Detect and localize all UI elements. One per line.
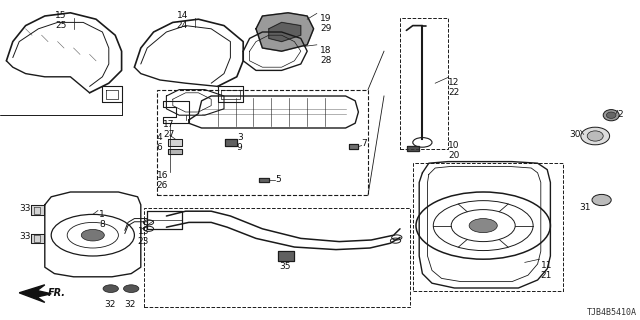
Text: 19
29: 19 29: [320, 14, 332, 34]
Polygon shape: [278, 251, 294, 261]
Text: 7: 7: [362, 140, 367, 148]
Ellipse shape: [603, 109, 619, 121]
Circle shape: [81, 229, 104, 241]
Text: 1
8: 1 8: [99, 210, 105, 229]
Circle shape: [103, 285, 118, 292]
Text: 3
9: 3 9: [237, 133, 243, 152]
Polygon shape: [168, 149, 182, 154]
Text: 32: 32: [104, 300, 116, 309]
Text: 33: 33: [19, 232, 31, 241]
Text: 17
27: 17 27: [163, 120, 175, 139]
Text: 14
24: 14 24: [177, 11, 188, 30]
Polygon shape: [19, 285, 51, 302]
Polygon shape: [168, 139, 182, 146]
Text: 5: 5: [275, 175, 281, 184]
Text: 11
21: 11 21: [541, 261, 552, 280]
Text: 13
23: 13 23: [138, 227, 149, 246]
Text: 32: 32: [124, 300, 136, 309]
Polygon shape: [269, 22, 301, 42]
Text: 18
28: 18 28: [320, 46, 332, 66]
Polygon shape: [31, 234, 44, 243]
Text: 33: 33: [19, 204, 31, 213]
Ellipse shape: [592, 194, 611, 205]
Polygon shape: [256, 13, 314, 51]
Ellipse shape: [581, 127, 610, 145]
Bar: [157, 90, 368, 195]
Text: 4
6: 4 6: [157, 133, 163, 152]
Polygon shape: [225, 139, 237, 146]
Bar: [413, 163, 563, 291]
Text: 10
20: 10 20: [448, 141, 460, 161]
Ellipse shape: [588, 131, 604, 141]
Ellipse shape: [607, 112, 616, 118]
Circle shape: [124, 285, 139, 292]
Polygon shape: [31, 205, 44, 215]
Text: TJB4B5410A: TJB4B5410A: [587, 308, 637, 317]
Text: 30: 30: [570, 130, 581, 139]
Polygon shape: [407, 146, 419, 151]
Circle shape: [469, 219, 497, 233]
Polygon shape: [259, 178, 269, 182]
Text: 35: 35: [280, 262, 291, 271]
Text: 15
25: 15 25: [55, 11, 67, 30]
Text: 16
26: 16 26: [157, 171, 168, 190]
Text: 31: 31: [579, 203, 591, 212]
Bar: [144, 208, 410, 307]
Bar: [400, 18, 448, 149]
Polygon shape: [349, 144, 358, 149]
Text: 2: 2: [618, 110, 623, 119]
Text: FR.: FR.: [48, 288, 66, 298]
Text: 12
22: 12 22: [448, 78, 460, 98]
